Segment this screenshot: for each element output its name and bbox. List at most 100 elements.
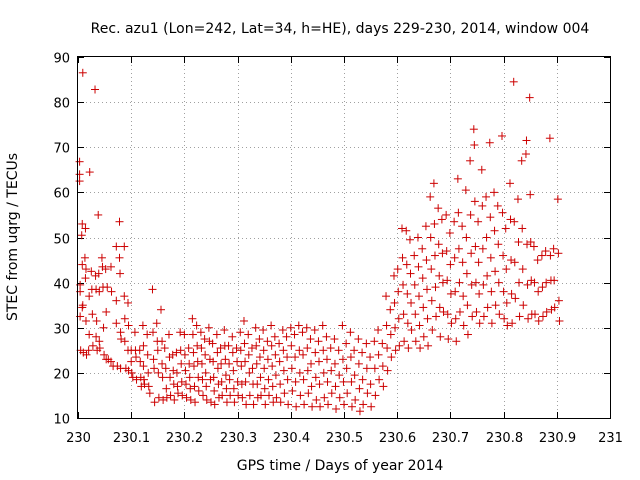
data-point <box>550 303 559 312</box>
data-point <box>170 395 179 404</box>
data-point <box>120 292 129 301</box>
data-point <box>359 400 368 409</box>
y-tick-labels: 10 20 30 40 50 60 70 80 90 <box>53 52 70 428</box>
data-point <box>378 362 387 371</box>
x-tick-label: 230.4 <box>273 431 310 446</box>
data-point <box>106 262 115 271</box>
data-point <box>221 371 230 380</box>
data-point <box>498 131 507 140</box>
data-point <box>292 402 301 411</box>
data-point <box>78 260 87 269</box>
grid <box>78 57 610 418</box>
data-point <box>283 353 292 362</box>
data-point <box>124 298 133 307</box>
data-point <box>132 375 141 384</box>
data-point <box>327 389 336 398</box>
data-point <box>407 298 416 307</box>
data-point <box>188 314 197 323</box>
data-point <box>419 332 428 341</box>
data-point <box>411 310 420 319</box>
data-point <box>358 375 367 384</box>
data-point <box>518 224 527 233</box>
data-point <box>222 384 231 393</box>
data-point <box>95 287 104 296</box>
data-point <box>150 364 159 373</box>
data-point <box>545 134 554 143</box>
data-point <box>426 192 435 201</box>
data-point <box>217 359 226 368</box>
data-point <box>526 238 535 247</box>
data-point <box>248 364 257 373</box>
data-point <box>283 375 292 384</box>
data-point <box>483 303 492 312</box>
data-point <box>216 344 225 353</box>
data-point <box>278 326 287 335</box>
data-point <box>415 321 424 330</box>
data-point <box>240 339 249 348</box>
data-point <box>461 186 470 195</box>
data-point <box>251 323 260 332</box>
y-tick-label: 10 <box>53 413 70 428</box>
data-point <box>483 271 492 280</box>
data-point <box>87 267 96 276</box>
data-point <box>375 375 384 384</box>
data-point <box>213 348 222 357</box>
data-point <box>244 330 253 339</box>
data-point <box>95 337 104 346</box>
data-point <box>342 339 351 348</box>
data-point <box>237 380 246 389</box>
data-point <box>351 395 360 404</box>
data-point <box>509 77 518 86</box>
data-point <box>326 344 335 353</box>
data-point <box>537 251 546 260</box>
x-tick-label: 230.9 <box>539 431 576 446</box>
data-point <box>221 355 230 364</box>
data-point <box>435 271 444 280</box>
data-point <box>511 294 520 303</box>
data-point <box>252 341 261 350</box>
data-point <box>267 341 276 350</box>
data-point <box>264 391 273 400</box>
data-point <box>252 359 261 368</box>
data-point <box>482 233 491 242</box>
data-point <box>100 350 109 359</box>
data-point <box>284 400 293 409</box>
data-point <box>169 380 178 389</box>
data-point <box>523 240 532 249</box>
data-point <box>494 278 503 287</box>
data-point <box>523 280 532 289</box>
data-point <box>144 368 153 377</box>
data-point <box>455 278 464 287</box>
data-point <box>173 382 182 391</box>
data-point <box>210 386 219 395</box>
data-point <box>455 307 464 316</box>
data-point <box>534 316 543 325</box>
data-point <box>194 386 203 395</box>
data-point <box>174 389 183 398</box>
data-point <box>78 219 87 228</box>
data-point <box>287 364 296 373</box>
data-point <box>382 321 391 330</box>
data-point <box>276 380 285 389</box>
data-point <box>117 335 126 344</box>
x-tick-label: 230.2 <box>166 431 203 446</box>
data-point <box>467 280 476 289</box>
data-point <box>506 215 515 224</box>
data-point <box>199 391 208 400</box>
data-point <box>209 357 218 366</box>
data-point <box>145 389 154 398</box>
data-point <box>303 344 312 353</box>
data-point <box>85 292 94 301</box>
data-point <box>92 316 101 325</box>
data-point <box>128 373 137 382</box>
data-point <box>403 289 412 298</box>
data-point <box>450 253 459 262</box>
data-point <box>138 321 147 330</box>
data-point <box>181 380 190 389</box>
data-point <box>135 346 144 355</box>
data-point <box>279 366 288 375</box>
data-point <box>416 344 425 353</box>
data-point <box>330 335 339 344</box>
data-point <box>502 298 511 307</box>
data-point <box>233 377 242 386</box>
